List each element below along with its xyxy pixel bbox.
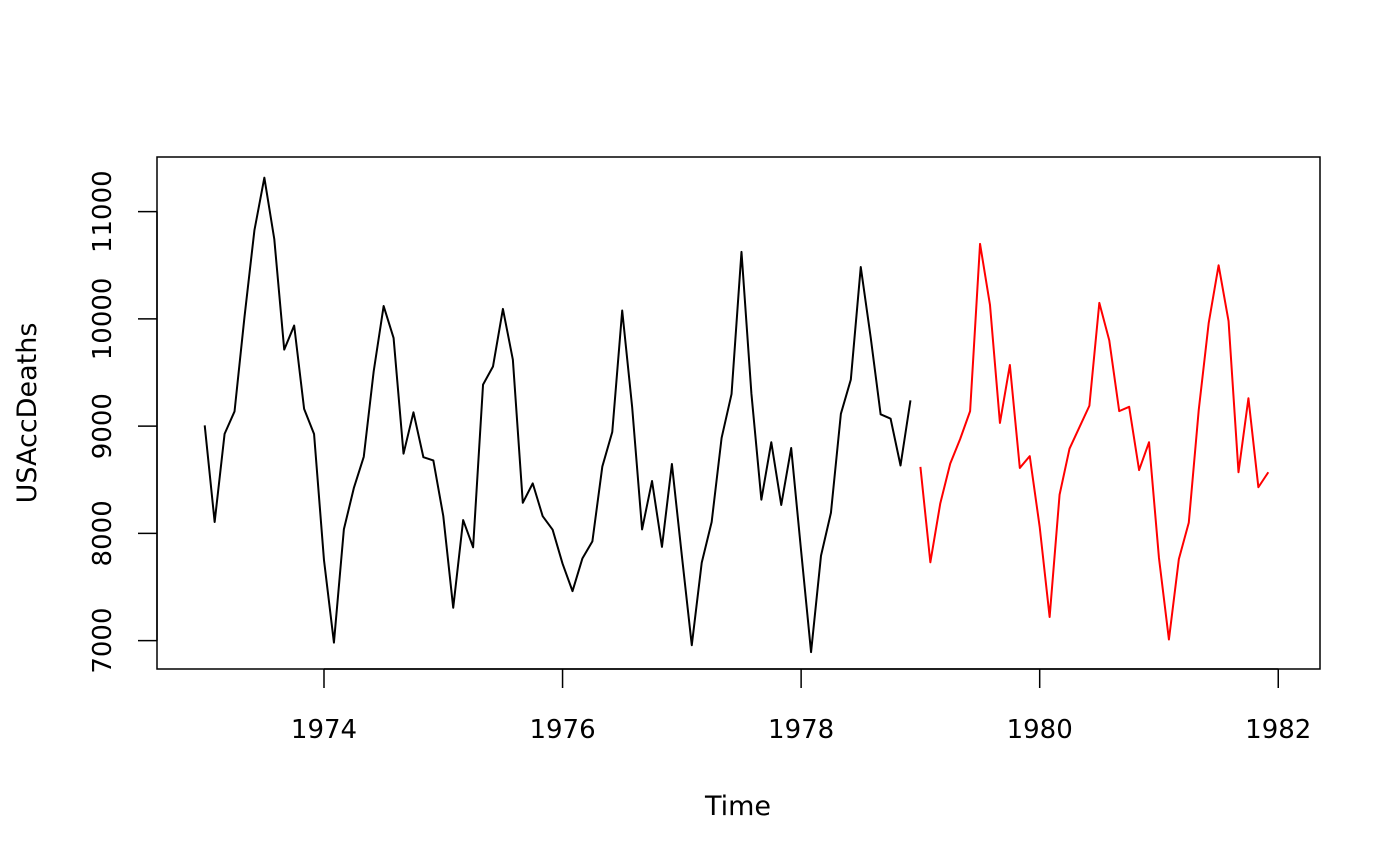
- y-axis-label: USAccDeaths: [12, 323, 43, 504]
- plot-frame: [156, 156, 1321, 670]
- y-tick-label: 7000: [88, 608, 118, 674]
- series-line-2: [919, 242, 1270, 641]
- y-tick-label: 9000: [88, 393, 118, 459]
- y-tick-label: 8000: [88, 500, 118, 566]
- x-tick-label: 1976: [529, 715, 595, 745]
- x-axis: 1974 1976 1978 1980 1982: [291, 668, 1311, 745]
- x-tick-label: 1982: [1245, 715, 1311, 745]
- y-tick-label: 11000: [88, 170, 118, 253]
- x-tick-label: 1974: [291, 715, 357, 745]
- x-axis-label: Time: [704, 791, 771, 822]
- x-tick-label: 1978: [768, 715, 834, 745]
- series-layer: [203, 176, 1270, 654]
- series-line-1: [203, 176, 912, 654]
- y-axis: 7000 8000 9000 10000 11000: [88, 170, 158, 674]
- x-tick-label: 1980: [1007, 715, 1073, 745]
- y-tick-label: 10000: [88, 278, 118, 361]
